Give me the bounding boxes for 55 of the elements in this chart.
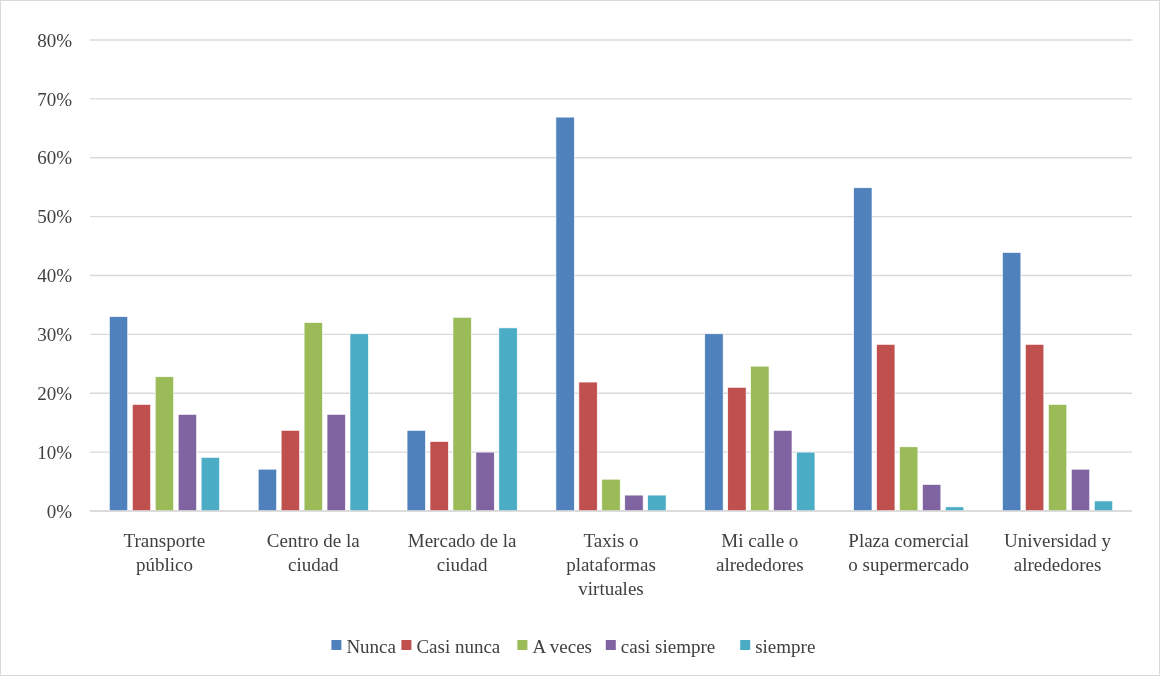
x-tick-label: Taxis o plataformas virtuales [566, 530, 656, 599]
y-tick-label: 70% [37, 88, 73, 110]
bar [578, 381, 598, 512]
bar [773, 430, 793, 512]
bar [601, 478, 621, 512]
bar [154, 376, 174, 512]
y-tick-label: 80% [37, 29, 73, 51]
x-tick-label: Plaza comercial o supermercado [848, 530, 970, 575]
bar [109, 316, 129, 512]
bar [498, 327, 518, 512]
bar [326, 414, 346, 512]
y-tick-label: 30% [37, 324, 73, 346]
legend-label: casi siempre [620, 635, 716, 657]
bar [555, 116, 575, 512]
bar [750, 365, 770, 512]
bar [647, 494, 667, 512]
bar [704, 333, 724, 512]
bar [624, 494, 644, 512]
y-tick-label: 50% [37, 206, 73, 228]
legend-label: A veces [532, 635, 593, 657]
bar [922, 484, 942, 512]
bar [177, 414, 197, 512]
bar [1002, 252, 1022, 512]
legend-label: Casi nunca [416, 635, 501, 657]
bar [727, 387, 747, 512]
bar [200, 457, 220, 512]
bar [853, 187, 873, 512]
y-tick-label: 0% [46, 500, 73, 522]
bar [280, 430, 300, 512]
x-tick-label: Centro de la ciudad [266, 530, 361, 575]
x-tick-label: Transporte público [123, 530, 206, 575]
bar [475, 451, 495, 512]
bar [132, 404, 151, 512]
y-tick-label: 20% [37, 382, 73, 404]
bar [796, 451, 816, 512]
y-tick-label: 10% [37, 441, 73, 463]
bar [303, 322, 323, 512]
x-tick-label: Universidad y alrededores [1004, 530, 1112, 575]
y-tick-label: 60% [37, 147, 73, 169]
bar [1048, 404, 1068, 512]
legend-label: Nunca [346, 635, 397, 657]
bar [876, 344, 896, 512]
x-tick-label: Mercado de la ciudad [407, 530, 518, 575]
bar [406, 430, 426, 512]
bar [899, 446, 919, 512]
bar [452, 317, 472, 512]
legend-label: siempre [755, 635, 816, 657]
bar [429, 441, 449, 512]
x-tick-label: Mi calle o alrededores [716, 530, 804, 575]
bar [1093, 500, 1113, 512]
bar [1071, 468, 1090, 512]
bar [257, 468, 277, 512]
bar [349, 333, 369, 512]
y-tick-label: 40% [37, 265, 73, 287]
bar [1025, 344, 1045, 512]
